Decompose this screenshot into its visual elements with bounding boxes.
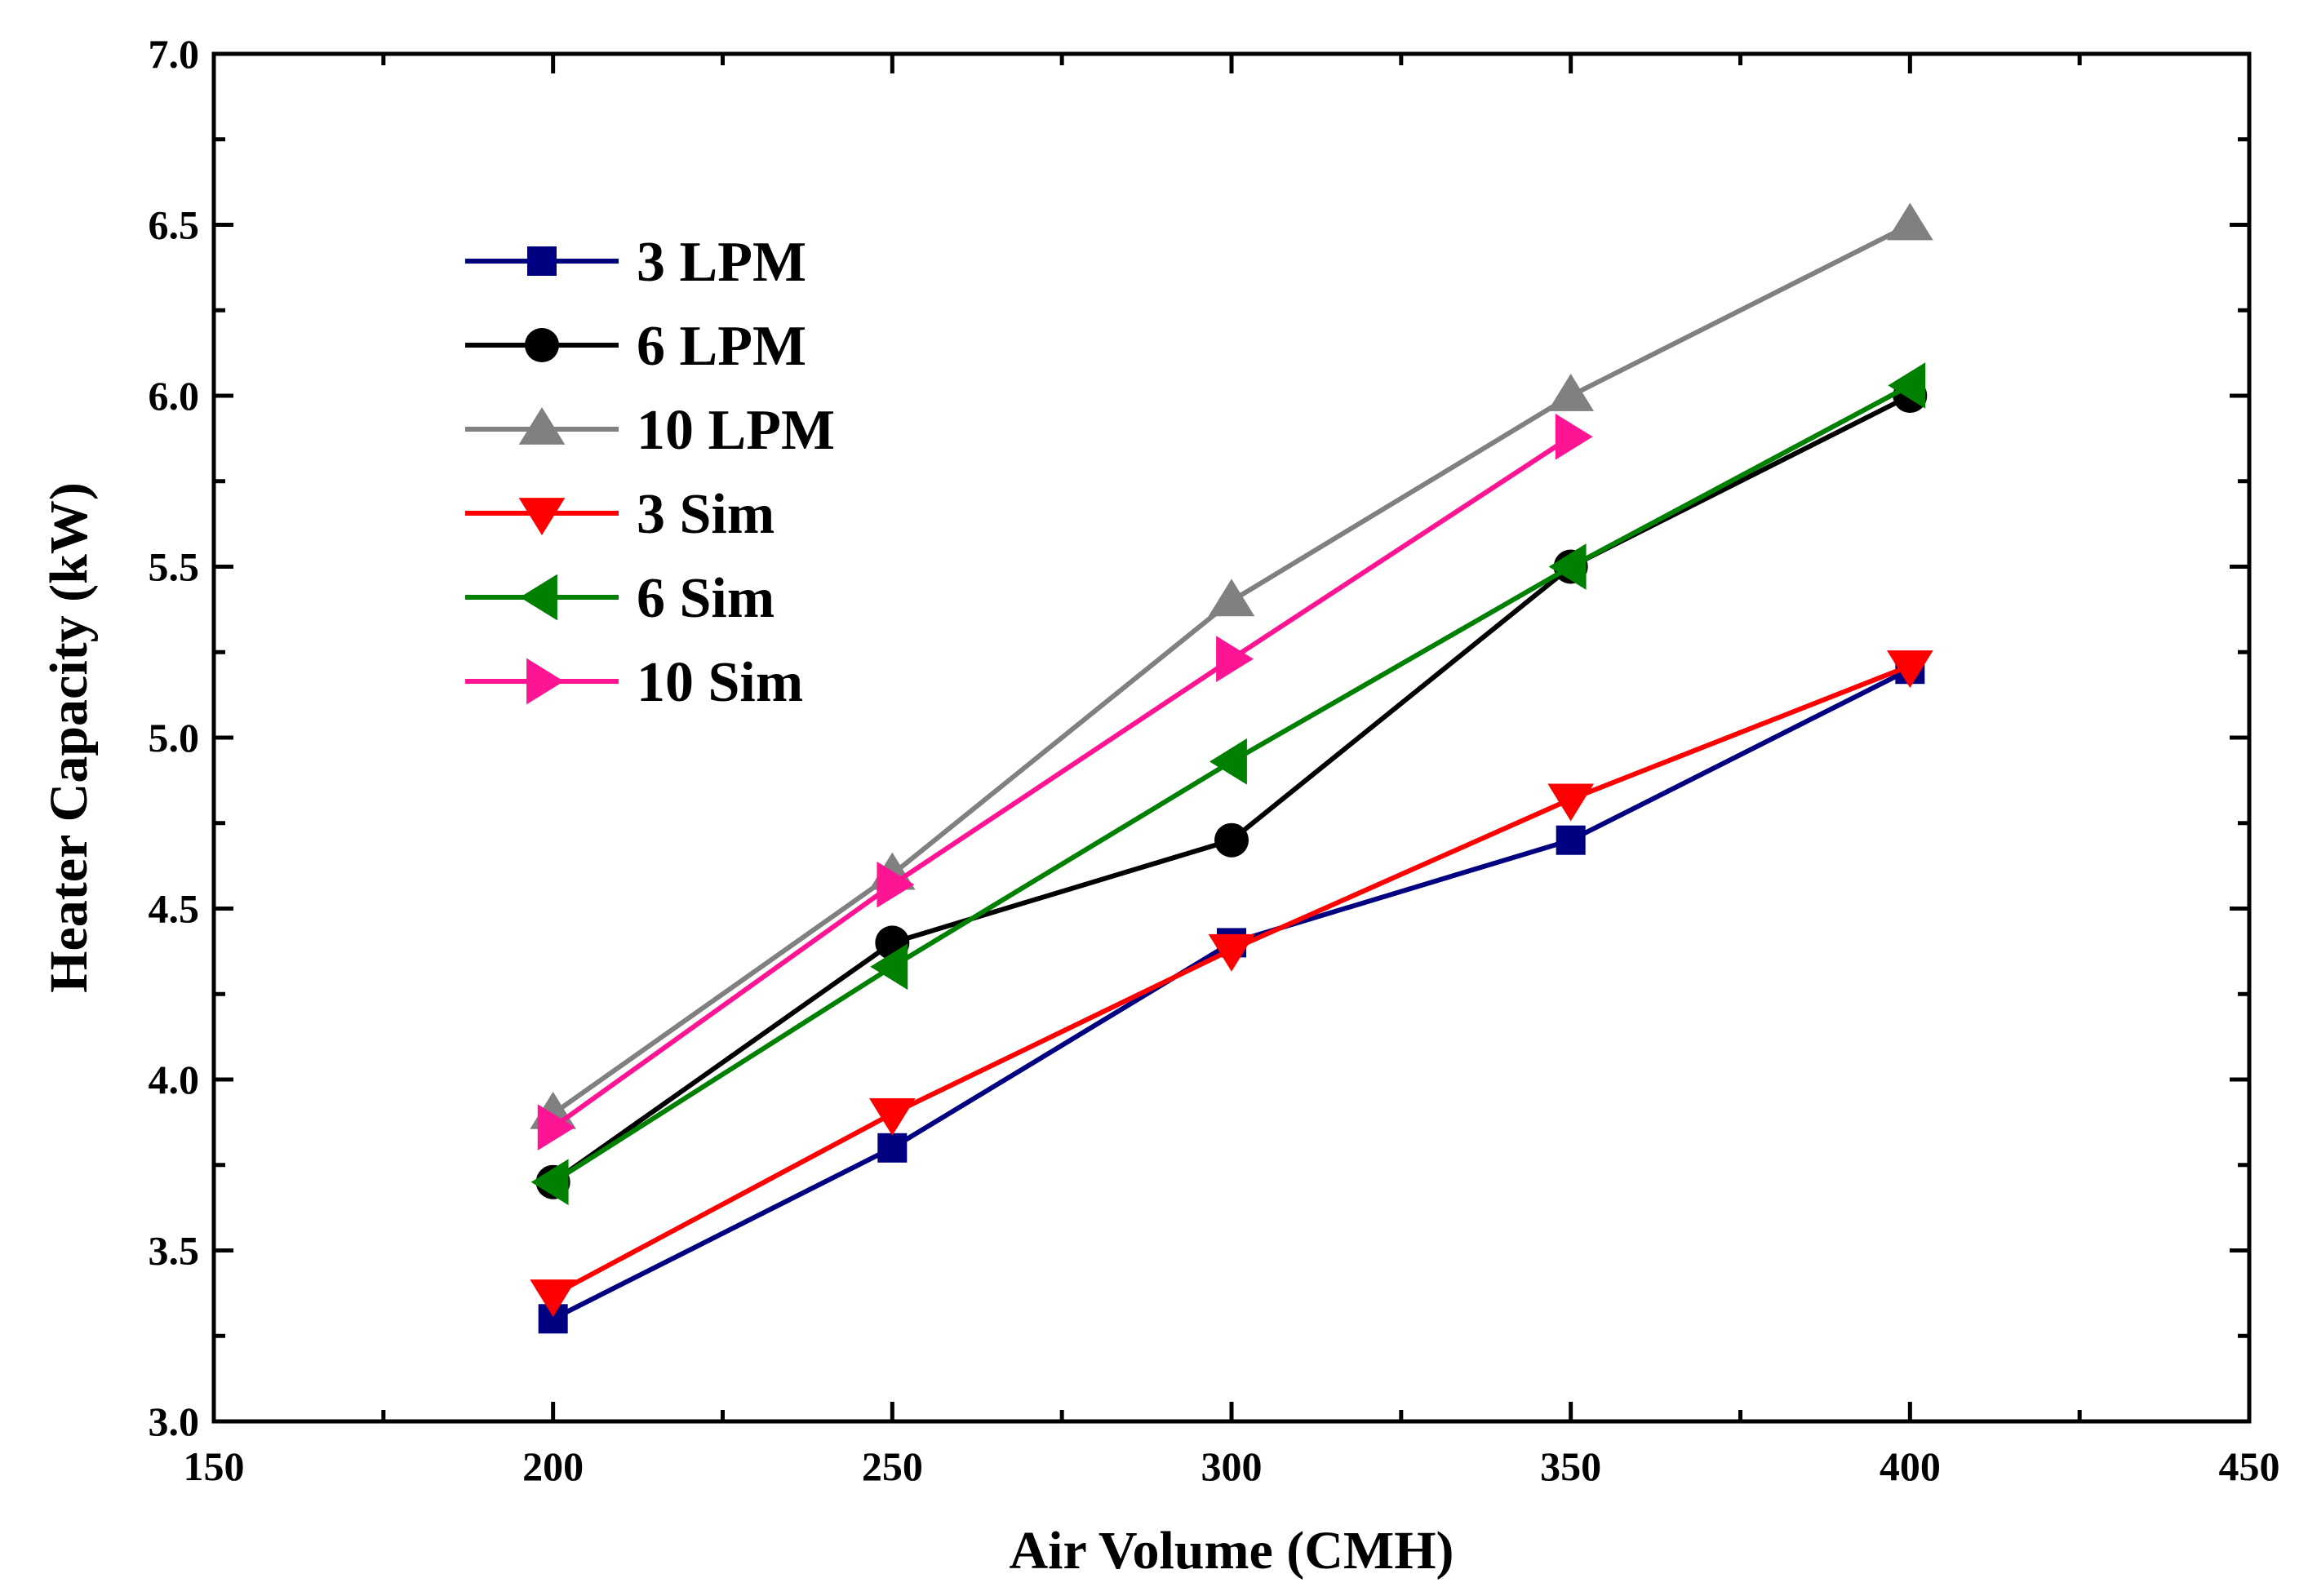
data-point	[870, 943, 908, 991]
data-point	[530, 1159, 569, 1206]
legend-marker	[518, 407, 566, 445]
legend-item: 3 Sim	[465, 483, 775, 546]
legend-marker	[520, 574, 557, 621]
legend-marker	[527, 246, 557, 276]
legend-marker	[526, 658, 564, 705]
legend-marker	[525, 328, 559, 362]
data-point	[1548, 543, 1587, 590]
data-point	[1886, 202, 1933, 241]
data-point	[1886, 650, 1933, 689]
legend-item: 3 LPM	[465, 231, 806, 294]
series-line	[551, 434, 1573, 1130]
data-point	[868, 1098, 916, 1136]
data-point	[1547, 374, 1595, 411]
x-tick-label: 250	[862, 1443, 923, 1489]
y-axis-title: Heater Capacity (kW)	[39, 482, 99, 993]
data-point	[1208, 579, 1255, 617]
data-point	[1547, 783, 1595, 822]
data-point	[1556, 825, 1586, 855]
y-tick-label: 6.5	[149, 202, 200, 248]
series-10-sim	[537, 413, 1593, 1151]
y-tick-label: 6.0	[149, 373, 200, 419]
legend-item: 10 Sim	[465, 651, 803, 714]
legend-marker	[518, 498, 566, 535]
legend-label: 3 Sim	[637, 483, 775, 546]
y-axis-ticks: 3.0 3.5 4.0 4.5 5.0 5.5 6.0 6.5 7.0	[149, 31, 2249, 1444]
legend-label: 6 Sim	[637, 567, 775, 630]
x-tick-label: 450	[2219, 1443, 2280, 1489]
y-tick-label: 7.0	[149, 31, 200, 77]
data-point	[530, 1279, 577, 1317]
x-axis-title: Air Volume (CMH)	[1009, 1521, 1454, 1580]
y-tick-label: 4.0	[149, 1057, 200, 1102]
x-tick-label: 150	[184, 1443, 245, 1489]
legend-label: 10 LPM	[637, 399, 835, 462]
data-point	[1888, 362, 1926, 409]
x-tick-label: 400	[1880, 1443, 1941, 1489]
y-tick-label: 5.5	[149, 544, 200, 590]
y-tick-label: 4.5	[149, 886, 200, 932]
series-layer	[530, 202, 1933, 1334]
series-3-sim	[530, 650, 1933, 1317]
legend-label: 10 Sim	[637, 651, 803, 714]
y-tick-label: 3.0	[149, 1399, 200, 1444]
x-tick-label: 350	[1540, 1443, 1601, 1489]
legend-label: 3 LPM	[637, 231, 806, 294]
y-tick-label: 3.5	[149, 1228, 200, 1274]
data-point	[1214, 822, 1249, 858]
data-point	[877, 1133, 908, 1163]
legend-label: 6 LPM	[637, 315, 806, 378]
data-point	[1208, 933, 1255, 972]
x-axis-ticks: 150 200 250 300 350 400 450	[184, 54, 2280, 1489]
x-tick-label: 300	[1201, 1443, 1263, 1489]
data-point	[1555, 413, 1593, 460]
y-tick-label: 5.0	[149, 715, 200, 760]
data-point	[1216, 636, 1254, 682]
legend-item: 6 Sim	[465, 567, 775, 630]
plot-frame	[211, 51, 2252, 1424]
legend-item: 6 LPM	[465, 315, 806, 378]
legend: 3 LPM 6 LPM 10 LPM 3 Sim 6 Sim 10 Sim	[465, 231, 835, 714]
data-point	[1209, 738, 1247, 785]
data-point	[537, 1104, 575, 1151]
data-point	[877, 861, 915, 908]
x-tick-label: 200	[522, 1443, 584, 1489]
series-6-sim	[530, 362, 1926, 1206]
legend-item: 10 LPM	[465, 399, 835, 462]
